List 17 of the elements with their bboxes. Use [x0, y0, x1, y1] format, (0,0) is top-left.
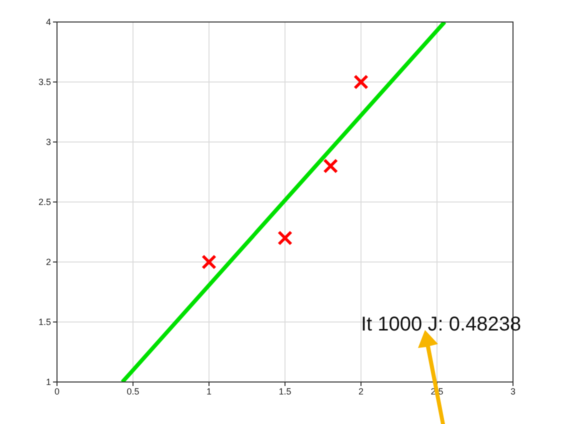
point: [278, 230, 292, 246]
x-tick-label: 0.5: [126, 386, 140, 396]
x-tick-label: 3: [510, 386, 516, 396]
y-tick-label: 1: [46, 377, 51, 388]
y-tick-label: 2.5: [38, 197, 51, 208]
y-tick-label: 3.5: [38, 77, 51, 88]
y-tick-label: 2: [46, 257, 51, 268]
point: [202, 254, 216, 270]
x-tick-label: 1.5: [278, 386, 292, 396]
point: [323, 158, 338, 174]
x-tick-label: 0: [54, 386, 60, 396]
point: [354, 74, 368, 90]
x-tick-label: 2: [358, 386, 364, 396]
y-tick-label: 4: [46, 17, 51, 28]
y-tick-label: 1.5: [38, 317, 51, 328]
y-tick-label: 3: [46, 137, 51, 148]
x-tick-label: 1: [206, 386, 212, 396]
